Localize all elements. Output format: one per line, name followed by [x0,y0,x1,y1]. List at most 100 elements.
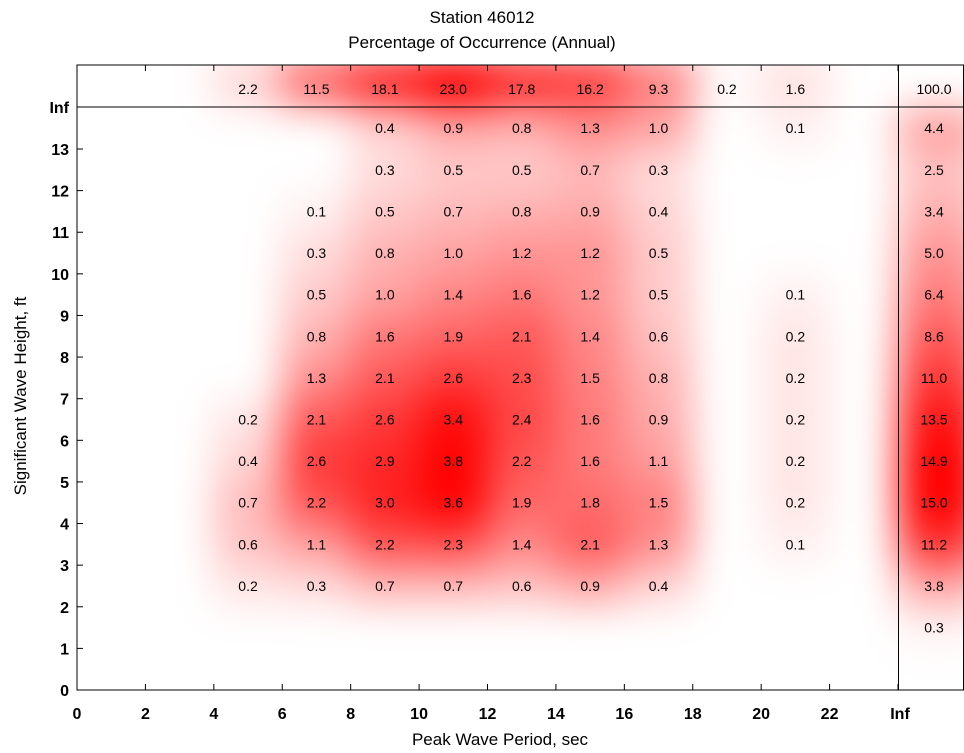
cell-value: 1.3 [580,120,600,136]
cell-value: 0.8 [512,203,532,219]
heat-total-cell [898,565,964,607]
heat-cell [419,315,488,358]
heat-cell [555,315,625,358]
cell-labels: 0.4 0.9 0.8 1.3 1.0 0.1 0.3 0.5 0.5 0.7 0.3 0.1 0.5 0… [238,81,951,636]
heat-cell [487,357,556,399]
heat-total-cell [898,606,964,649]
y-tick-label: 10 [51,267,69,284]
row-total: 0.3 [924,620,944,636]
heat-cell [350,440,420,482]
heat-cell [487,523,556,566]
row-total: 11.2 [921,536,947,552]
heat-cell [419,398,488,441]
cell-value: 0.2 [238,412,258,428]
y-tick-label: 6 [60,433,69,450]
cell-value: 0.4 [649,578,669,594]
row-total: 5.0 [924,245,944,261]
heat-cell [282,523,351,566]
heat-total-cell [624,65,693,107]
cell-value: 0.7 [444,578,464,594]
heat-cell [487,315,556,358]
cell-value: 2.6 [307,453,327,469]
cell-value: 0.9 [580,203,600,219]
cell-value: 1.2 [580,245,600,261]
cell-value: 1.4 [580,328,600,344]
cell-value: 2.2 [307,495,327,511]
cell-value: 1.4 [444,287,464,303]
cell-value: 2.3 [512,370,532,386]
cell-value: 1.3 [649,536,669,552]
chart-subtitle: Percentage of Occurrence (Annual) [348,33,615,52]
cell-value: 0.6 [649,328,669,344]
heat-cell [282,398,351,441]
heat-total-cell [898,481,964,524]
x-tick-label: Inf [890,706,910,723]
heat-cell [487,481,556,524]
x-tick-label: 10 [410,706,428,723]
heat-total-cell [282,65,351,107]
heat-cell [761,315,830,358]
cell-value: 2.1 [307,412,327,428]
heat-cell [624,232,693,274]
heat-cell [761,357,830,399]
cell-value: 0.5 [444,162,464,178]
heat-cell [487,273,556,316]
heat-total-cell [555,65,625,107]
cell-value: 0.8 [512,120,532,136]
y-tick-label: 7 [60,392,69,409]
heat-cell [487,440,556,482]
x-tick-label: 2 [141,706,150,723]
cell-value: 1.6 [580,412,600,428]
cell-value: 1.0 [649,120,669,136]
heat-layer [213,65,964,649]
heat-cell [282,565,351,607]
cell-value: 1.9 [444,328,464,344]
cell-value: 0.2 [786,328,806,344]
cell-value: 0.1 [307,203,327,219]
cell-value: 2.6 [444,370,464,386]
heat-total-cell [898,357,964,399]
cell-value: 1.4 [512,536,532,552]
heat-cell [761,523,830,566]
heat-cell [419,107,488,149]
heat-total-cell [898,398,964,441]
heat-cell [350,398,420,441]
heat-cell [282,190,351,233]
cell-value: 1.0 [375,287,395,303]
cell-value: 2.1 [512,328,532,344]
x-tick-label: 16 [615,706,633,723]
y-tick-label: 13 [51,142,69,159]
heat-cell [282,315,351,358]
row-total: 14.9 [920,453,947,469]
cell-value: 2.9 [375,453,395,469]
cell-value: 2.2 [512,453,532,469]
x-tick-label: 14 [547,706,565,723]
heat-cell [555,273,625,316]
row-total: 4.4 [924,120,944,136]
y-axis-label: Significant Wave Height, ft [11,296,30,495]
heat-cell [350,232,420,274]
y-tick-label: 12 [51,184,69,201]
heat-total-cell [898,190,964,233]
heat-total-cell [761,65,830,107]
cell-value: 1.6 [580,453,600,469]
cell-value: 1.2 [512,245,532,261]
cell-value: 0.5 [649,287,669,303]
column-total: 0.2 [717,81,737,97]
column-total: 18.1 [371,81,398,97]
heat-cell [282,273,351,316]
cell-value: 0.5 [649,245,669,261]
heat-cell [624,190,693,233]
heat-cell [487,565,556,607]
x-tick-label: 0 [73,706,82,723]
heat-cell [761,107,830,149]
x-axis-label: Peak Wave Period, sec [412,730,589,749]
heat-cell [282,481,351,524]
cell-value: 0.7 [580,162,600,178]
heat-total-cell [898,440,964,482]
column-total: 17.8 [508,81,535,97]
cell-value: 0.5 [512,162,532,178]
cell-value: 1.6 [375,328,395,344]
cell-value: 0.7 [375,578,395,594]
